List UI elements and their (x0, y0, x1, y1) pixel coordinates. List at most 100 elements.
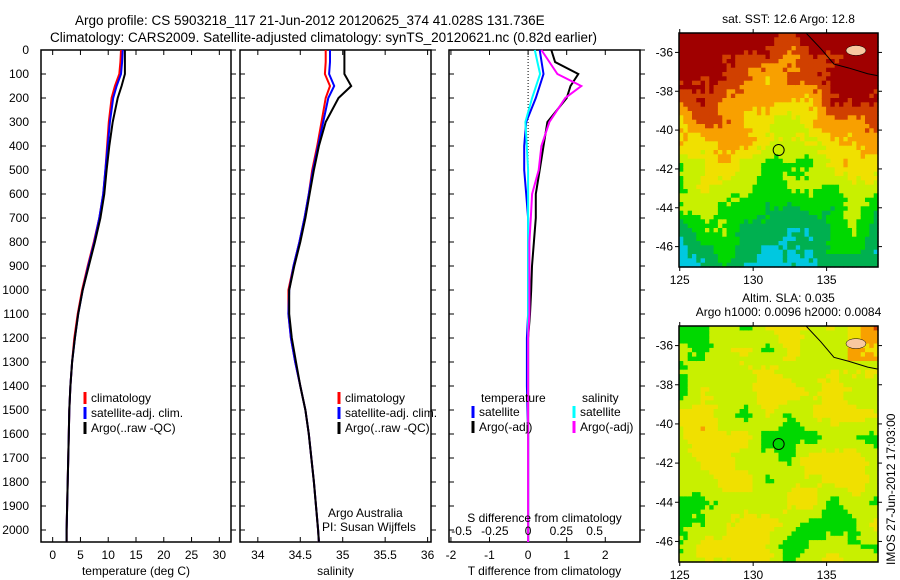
map-cell (774, 98, 780, 103)
map-cell (852, 158, 857, 164)
map-cell (743, 535, 749, 541)
map-cell (860, 132, 866, 138)
map-cell (782, 334, 788, 340)
map-cell (821, 347, 827, 353)
map-cell (774, 343, 780, 349)
map-cell (717, 184, 723, 190)
map-cell (826, 176, 831, 181)
y-tick-label: 0 (22, 43, 29, 57)
map-cell (834, 202, 840, 207)
map-cell (787, 223, 793, 229)
map-cell (787, 184, 793, 190)
map-cell (787, 382, 793, 388)
map-cell (826, 356, 831, 362)
map-cell (847, 245, 853, 251)
map-cell (856, 330, 862, 336)
map-cell (839, 457, 844, 463)
map-cell (692, 206, 697, 212)
map-cell (687, 395, 693, 401)
map-cell (778, 474, 784, 480)
map-cell (769, 557, 775, 563)
map-cell (687, 452, 693, 458)
map-cell (748, 154, 754, 160)
map-cell (847, 37, 853, 43)
map-cell (782, 356, 788, 362)
map-cell (726, 369, 732, 375)
map-cell (692, 479, 697, 484)
map-cell (700, 115, 706, 121)
map-cell (782, 245, 788, 251)
map-cell (873, 37, 879, 43)
map-cell (761, 72, 767, 77)
map-cell (869, 106, 875, 112)
y-tick-label: -42 (656, 162, 674, 176)
map-cell (834, 50, 840, 56)
map-cell (852, 479, 857, 484)
map-cell (856, 236, 862, 242)
map-cell (843, 413, 849, 419)
map-cell (765, 535, 771, 541)
map-cell (696, 334, 702, 340)
map-cell (852, 98, 857, 103)
map-cell (735, 540, 741, 546)
map-cell (774, 509, 780, 515)
map-cell (774, 206, 780, 212)
map-cell (679, 369, 684, 375)
map-cell (752, 518, 758, 524)
map-cell (826, 422, 831, 428)
map-cell (791, 513, 797, 519)
map-cell (679, 527, 684, 532)
map-cell (795, 93, 801, 99)
map-cell (722, 483, 728, 489)
map-cell (817, 474, 823, 480)
map-cell (748, 378, 754, 384)
map-cell (752, 487, 758, 493)
map-cell (700, 59, 706, 64)
map-cell (843, 171, 849, 177)
map-cell (756, 496, 762, 502)
map-cell (735, 206, 741, 212)
map-cell (696, 262, 702, 268)
map-cell (679, 54, 684, 60)
map-cell (865, 63, 870, 69)
map-cell (679, 452, 684, 458)
map-cell (692, 522, 697, 528)
map-cell (839, 154, 844, 160)
map-cell (722, 413, 728, 419)
map-cell (813, 483, 818, 489)
map-cell (692, 167, 697, 173)
map-cell (683, 163, 689, 168)
map-cell (730, 483, 736, 489)
map-cell (813, 41, 818, 47)
map-cell (683, 141, 689, 147)
map-cell (705, 382, 710, 388)
map-cell (709, 111, 715, 116)
map-cell (865, 167, 870, 173)
map-cell (852, 461, 857, 467)
map-cell (778, 189, 784, 194)
map-cell (717, 382, 723, 388)
map-cell (804, 46, 810, 51)
map-cell (847, 128, 853, 134)
map-cell (713, 483, 719, 489)
map-cell (683, 548, 689, 554)
map-cell (717, 59, 723, 64)
map-cell (769, 76, 775, 82)
map-cell (722, 356, 728, 362)
map-cell (860, 154, 866, 160)
map-cell (743, 352, 749, 358)
map-cell (813, 262, 818, 268)
map-cell (705, 93, 710, 99)
map-cell (700, 535, 706, 541)
map-cell (696, 89, 702, 95)
map-cell (709, 343, 715, 349)
map-cell (873, 184, 879, 190)
map-cell (843, 210, 849, 216)
map-cell (743, 80, 749, 86)
map-cell (735, 417, 741, 423)
map-cell (683, 128, 689, 134)
map-cell (847, 435, 853, 441)
map-cell (787, 132, 793, 138)
map-cell (752, 505, 758, 511)
map-cell (696, 145, 702, 151)
